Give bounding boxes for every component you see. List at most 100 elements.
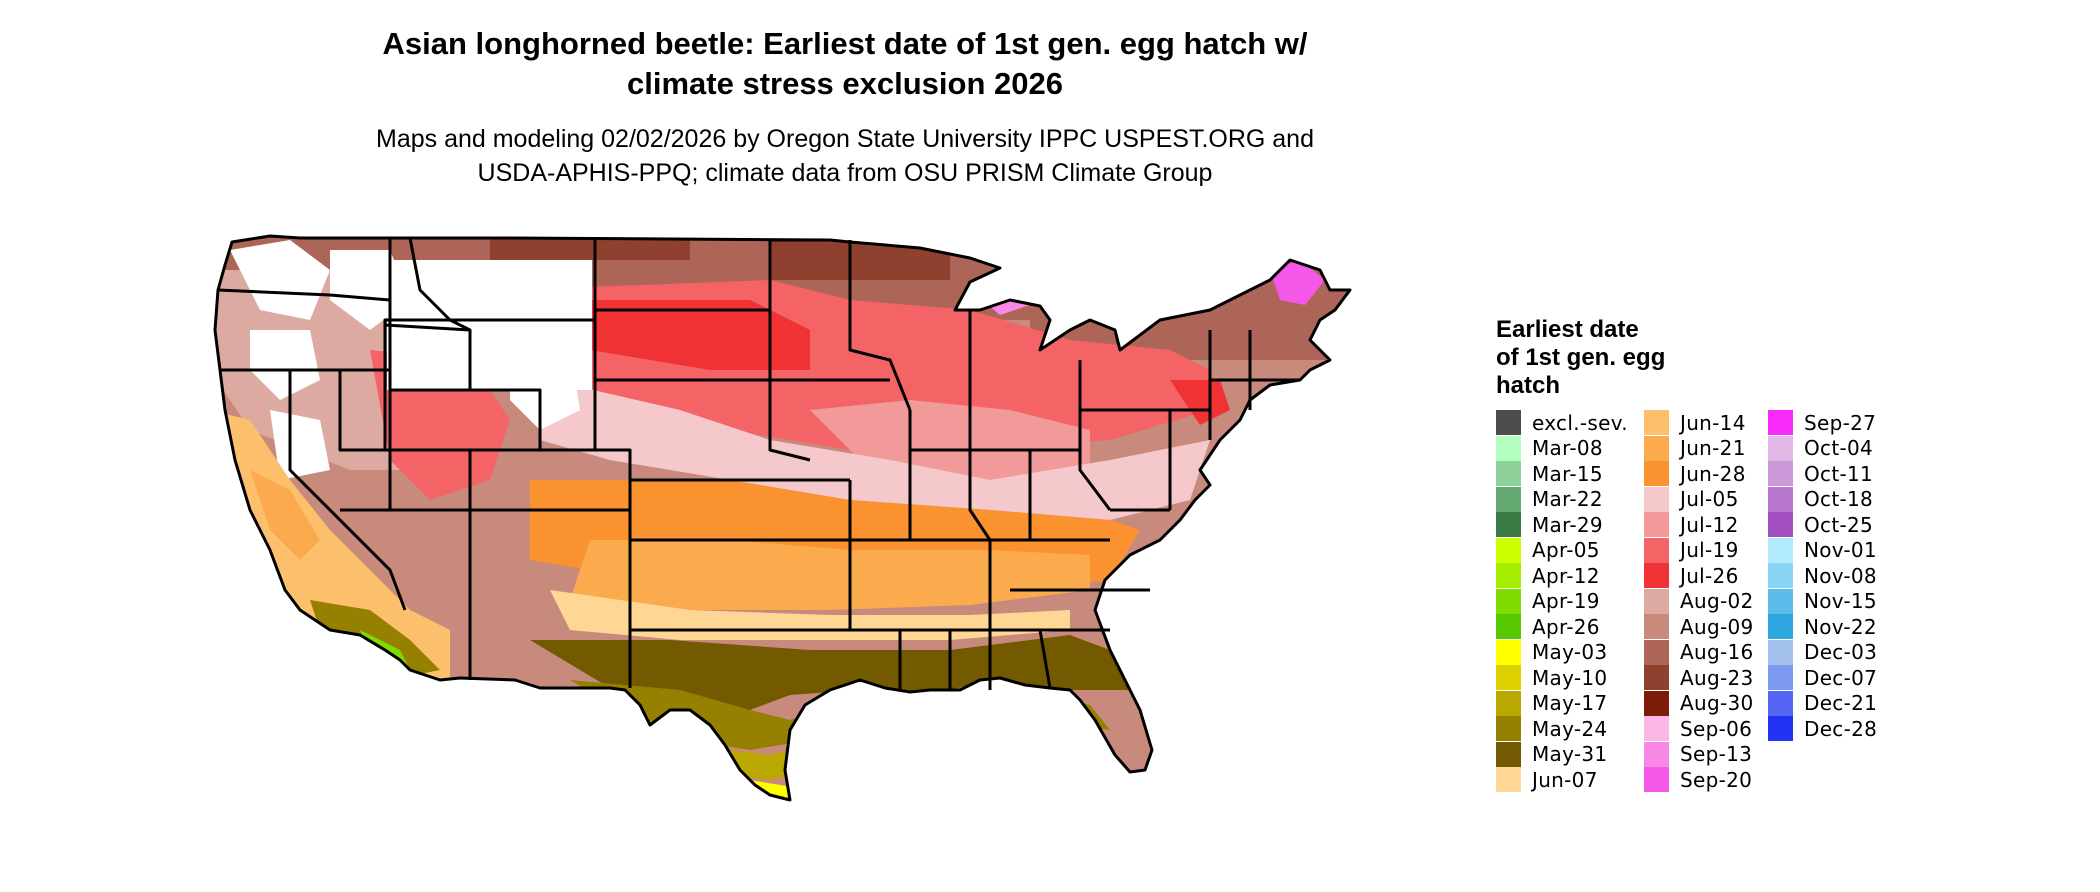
legend-swatch	[1768, 639, 1793, 665]
legend-swatch	[1768, 563, 1793, 589]
legend-swatch	[1496, 486, 1521, 512]
legend-swatch	[1644, 716, 1669, 742]
legend-swatch	[1496, 741, 1521, 767]
legend-label: May-31	[1532, 742, 1608, 767]
legend-label: Dec-21	[1804, 691, 1878, 716]
legend-item: Sep-13	[1644, 741, 1753, 768]
legend-label: Mar-15	[1532, 461, 1603, 486]
legend-item: Mar-08	[1496, 435, 1603, 462]
legend-swatch	[1768, 410, 1793, 436]
legend-label: Sep-20	[1680, 767, 1753, 792]
legend-item: Apr-19	[1496, 588, 1600, 615]
legend-label: Jun-14	[1680, 410, 1746, 435]
legend-swatch	[1496, 588, 1521, 614]
legend-label: Apr-12	[1532, 563, 1600, 588]
subtitle-line-1: Maps and modeling 02/02/2026 by Oregon S…	[376, 125, 1314, 153]
legend-item: Dec-07	[1768, 665, 1877, 691]
legend-title-line-2: of 1st gen. egg	[1496, 344, 1666, 371]
legend-item: Aug-09	[1644, 614, 1754, 640]
legend-item: May-17	[1496, 690, 1608, 717]
legend-swatch	[1644, 563, 1669, 589]
legend-label: Dec-28	[1804, 716, 1878, 741]
figure-subtitle: Maps and modeling 02/02/2026 by Oregon S…	[220, 122, 1470, 190]
legend-item: Oct-18	[1768, 486, 1874, 513]
legend-item: Nov-08	[1768, 563, 1877, 589]
legend-swatch	[1496, 665, 1521, 691]
legend-swatch	[1496, 410, 1521, 436]
legend-swatch	[1768, 614, 1793, 640]
legend-swatch	[1496, 435, 1521, 461]
legend-label: Apr-05	[1532, 538, 1600, 563]
state-boundaries	[213, 234, 1352, 802]
legend-item: Dec-28	[1768, 716, 1877, 742]
legend-item: Aug-02	[1644, 588, 1754, 615]
legend-item: Nov-01	[1768, 537, 1877, 564]
subtitle-line-2: USDA-APHIS-PPQ; climate data from OSU PR…	[477, 159, 1213, 187]
legend-label: Jul-19	[1680, 538, 1739, 563]
legend-label: Sep-13	[1680, 742, 1753, 767]
legend-label: Apr-19	[1532, 589, 1600, 614]
legend-label: May-17	[1532, 691, 1608, 716]
legend-item: May-31	[1496, 741, 1608, 768]
legend-label: Aug-30	[1680, 691, 1754, 716]
legend-item: Apr-12	[1496, 563, 1600, 589]
legend-item: May-10	[1496, 665, 1607, 691]
legend-swatch	[1768, 716, 1793, 742]
legend-item: Jul-26	[1644, 563, 1739, 589]
legend-swatch	[1644, 614, 1669, 640]
legend-label: May-10	[1532, 665, 1608, 690]
legend-swatch	[1644, 410, 1669, 436]
legend-swatch	[1644, 639, 1669, 665]
legend-swatch	[1768, 690, 1793, 716]
legend-label: Oct-04	[1804, 436, 1874, 461]
legend-swatch	[1644, 512, 1669, 538]
legend-item: excl.-sev.	[1496, 410, 1628, 436]
legend-swatch	[1644, 690, 1669, 716]
legend-item: Apr-26	[1496, 614, 1600, 640]
legend-label: Aug-02	[1680, 589, 1754, 614]
legend-label: Sep-06	[1680, 716, 1753, 741]
legend-label: Nov-22	[1804, 614, 1877, 639]
legend-label: Oct-11	[1804, 461, 1874, 486]
legend-label: Jun-21	[1680, 436, 1746, 461]
legend-title-line-1: Earliest date	[1496, 316, 1639, 343]
legend-item: Oct-04	[1768, 435, 1874, 462]
legend-swatch	[1496, 716, 1521, 742]
legend-item: Aug-23	[1644, 665, 1754, 691]
legend-item: Mar-15	[1496, 461, 1603, 487]
legend-label: Oct-18	[1804, 487, 1874, 512]
legend-item: Aug-16	[1644, 639, 1754, 666]
legend-item: Jun-21	[1644, 435, 1746, 462]
legend-swatch	[1644, 461, 1669, 487]
legend-item: Dec-03	[1768, 639, 1877, 666]
legend-swatch	[1644, 767, 1669, 793]
us-map-graphic	[213, 234, 1352, 802]
legend-label: Jul-12	[1680, 512, 1739, 537]
legend-label: excl.-sev.	[1532, 410, 1628, 435]
legend-swatch	[1768, 537, 1793, 563]
legend-swatch	[1768, 512, 1793, 538]
legend-label: Nov-01	[1804, 538, 1877, 563]
figure-title: Asian longhorned beetle: Earliest date o…	[220, 24, 1470, 104]
legend-item: May-03	[1496, 639, 1607, 666]
legend-label: Sep-27	[1804, 410, 1877, 435]
legend-swatch	[1644, 435, 1669, 461]
legend-swatch	[1768, 486, 1793, 512]
legend-label: Mar-22	[1532, 487, 1603, 512]
legend-swatch	[1496, 537, 1521, 563]
legend-title-line-3: hatch	[1496, 372, 1561, 399]
legend-item: Jun-07	[1496, 767, 1598, 793]
us-map	[210, 210, 1510, 890]
legend-swatch	[1496, 512, 1521, 538]
legend-label: Aug-23	[1680, 665, 1754, 690]
legend-swatch	[1644, 486, 1669, 512]
legend-item: Jun-28	[1644, 461, 1746, 487]
legend-swatch	[1768, 461, 1793, 487]
hatch-date-raster	[215, 236, 1350, 800]
legend-swatch	[1496, 461, 1521, 487]
legend-item: Nov-22	[1768, 614, 1877, 640]
legend-item: Oct-11	[1768, 461, 1873, 487]
legend-item: Jul-19	[1644, 537, 1739, 564]
legend-item: Sep-27	[1768, 410, 1876, 436]
legend-item: Apr-05	[1496, 537, 1600, 564]
